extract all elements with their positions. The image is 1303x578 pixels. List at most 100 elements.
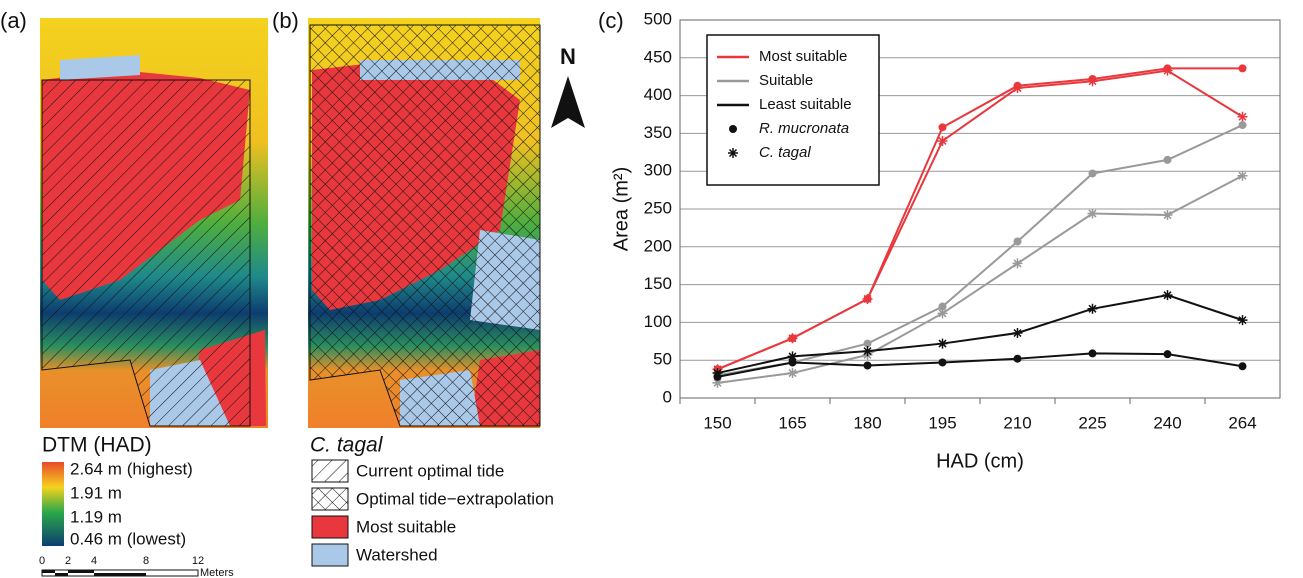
point xyxy=(1162,290,1173,301)
y-tick-label: 200 xyxy=(644,236,672,255)
point xyxy=(1237,315,1248,326)
point xyxy=(937,135,948,146)
x-tick-label: 240 xyxy=(1153,413,1181,432)
y-tick-label: 300 xyxy=(644,161,672,180)
legend-label: Watershed xyxy=(356,545,438,564)
legend-box xyxy=(706,34,880,186)
y-tick-label: 400 xyxy=(644,85,672,104)
legend-label: Current optimal tide xyxy=(356,461,504,480)
legend-label: 0.46 m (lowest) xyxy=(70,529,186,548)
scale-unit: Meters xyxy=(200,567,234,578)
point xyxy=(938,123,947,132)
y-tick-label: 450 xyxy=(644,47,672,66)
point xyxy=(1162,65,1173,76)
legend-label: 2.64 m (highest) xyxy=(70,459,193,478)
panel-label: (c) xyxy=(598,8,624,33)
panel-label: (a) xyxy=(0,8,27,33)
point xyxy=(1087,76,1098,87)
x-axis-title: HAD (cm) xyxy=(936,450,1024,472)
panel-label: (b) xyxy=(272,8,299,33)
point xyxy=(712,377,723,388)
x-tick-label: 150 xyxy=(703,413,731,432)
legend-swatch xyxy=(311,487,349,511)
legend-marker xyxy=(729,125,737,133)
legend-marker xyxy=(728,148,738,158)
legend-label: C. tagal xyxy=(759,144,811,161)
point xyxy=(787,368,798,379)
point xyxy=(1163,350,1172,359)
legend-swatch xyxy=(311,543,349,567)
x-tick-label: 180 xyxy=(853,413,881,432)
y-tick-label: 500 xyxy=(644,9,672,28)
north-arrow xyxy=(551,76,585,128)
point xyxy=(1087,208,1098,219)
x-tick-label: 165 xyxy=(778,413,806,432)
legend-label: Most suitable xyxy=(759,48,847,65)
point xyxy=(1238,121,1247,130)
legend-label: R. mucronata xyxy=(759,120,849,137)
point xyxy=(863,361,872,370)
point xyxy=(1012,327,1023,338)
series-line xyxy=(717,174,1243,384)
point xyxy=(938,358,947,367)
point xyxy=(862,346,873,357)
point xyxy=(1013,354,1022,363)
color-ramp xyxy=(42,462,64,546)
point xyxy=(712,368,723,379)
point xyxy=(937,338,948,349)
point xyxy=(1238,362,1247,371)
scale-label: 0 xyxy=(39,555,45,567)
y-tick-label: 100 xyxy=(644,312,672,331)
y-axis-title: Area (m²) xyxy=(610,167,632,251)
point xyxy=(938,302,947,311)
legend-label: 1.91 m xyxy=(70,483,122,502)
y-tick-label: 150 xyxy=(644,274,672,293)
point xyxy=(1237,111,1248,122)
legend-label: Least suitable xyxy=(759,96,852,113)
y-tick-label: 50 xyxy=(653,350,672,369)
x-tick-label: 225 xyxy=(1078,413,1106,432)
point xyxy=(862,293,873,304)
series-line xyxy=(717,124,1243,377)
point xyxy=(1088,349,1097,358)
point xyxy=(1087,303,1098,314)
scale-label: 12 xyxy=(192,555,204,567)
legend-title: DTM (HAD) xyxy=(42,434,152,457)
point xyxy=(1237,170,1248,181)
legend-label: 1.19 m xyxy=(70,507,122,526)
scale-label: 8 xyxy=(143,555,149,567)
legend-label: Optimal tide−extrapolation xyxy=(356,489,554,508)
north-label: N xyxy=(560,44,576,69)
x-tick-label: 195 xyxy=(928,413,956,432)
y-tick-label: 350 xyxy=(644,123,672,142)
x-tick-label: 210 xyxy=(1003,413,1031,432)
scale-bar: 0 2 4 8 12 Meters xyxy=(39,555,234,578)
point xyxy=(1012,83,1023,94)
y-tick-label: 0 xyxy=(663,387,672,406)
point xyxy=(1013,237,1022,246)
legend-title: C. tagal xyxy=(310,434,384,457)
legend-swatch xyxy=(311,459,349,483)
point xyxy=(1162,210,1173,221)
y-tick-label: 250 xyxy=(644,198,672,217)
scale-label: 2 xyxy=(65,555,71,567)
scale-label: 4 xyxy=(91,555,97,567)
x-tick-label: 264 xyxy=(1228,413,1256,432)
point xyxy=(1238,64,1247,73)
series-line xyxy=(717,352,1243,378)
point xyxy=(1088,169,1097,178)
point xyxy=(937,308,948,319)
point xyxy=(787,351,798,362)
map-a xyxy=(40,18,268,428)
point xyxy=(863,339,872,348)
legend-swatch xyxy=(311,515,349,539)
point xyxy=(788,358,797,367)
point xyxy=(787,333,798,344)
point xyxy=(1163,155,1172,164)
legend-label: Most suitable xyxy=(356,517,456,536)
point xyxy=(1012,258,1023,269)
series-line xyxy=(717,294,1243,375)
series-line xyxy=(717,69,1244,371)
map-b xyxy=(308,18,541,428)
